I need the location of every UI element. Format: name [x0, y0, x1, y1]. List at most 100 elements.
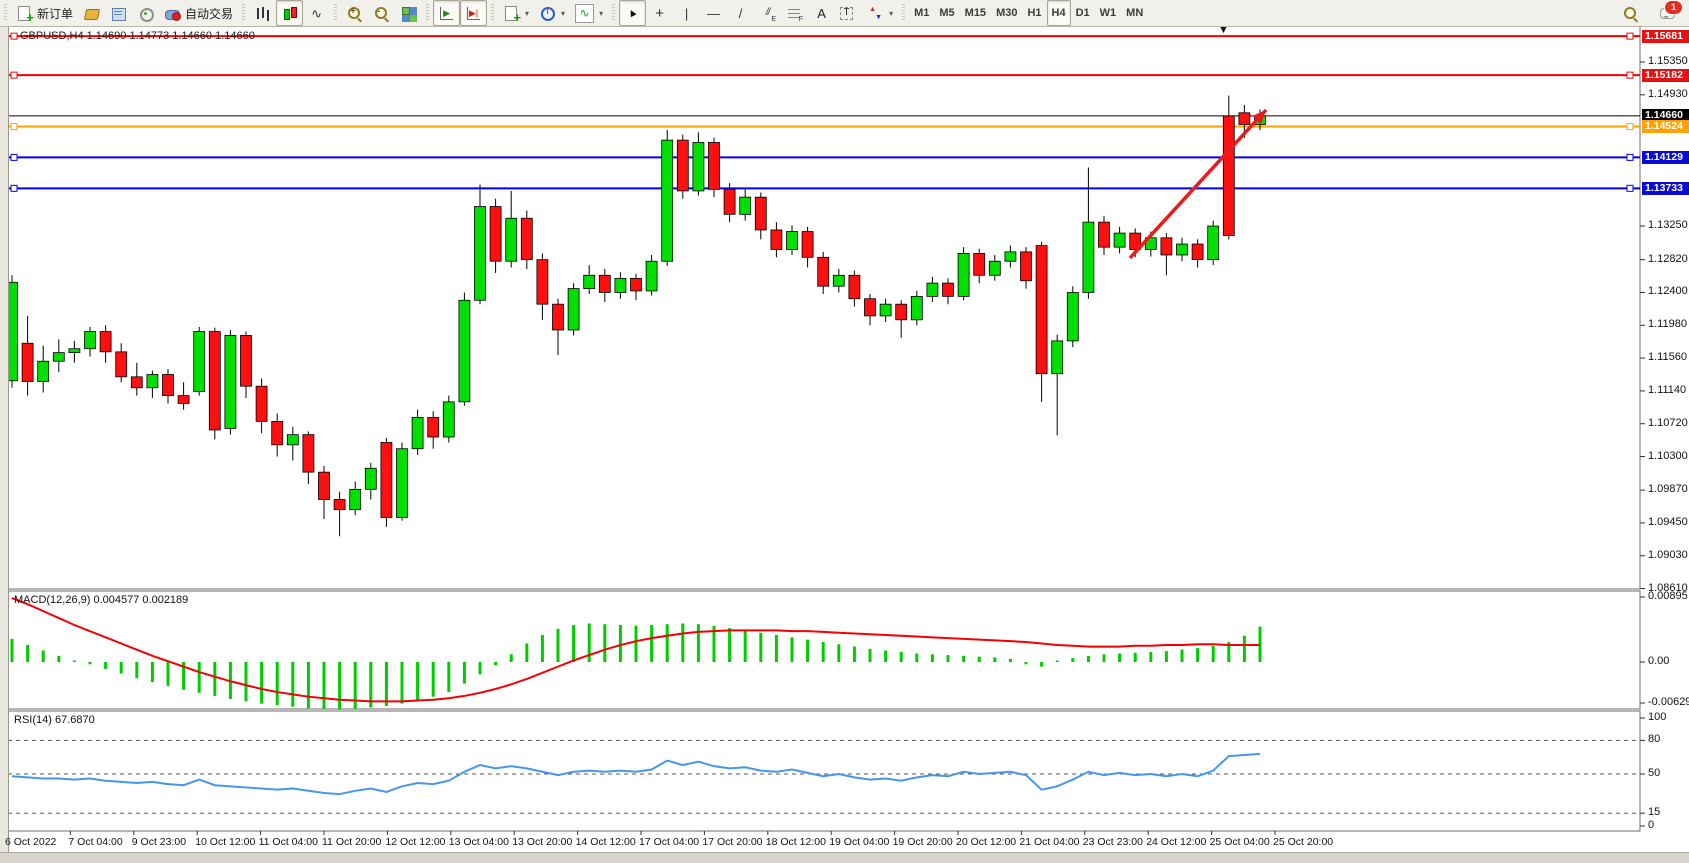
horizontal-line-button[interactable]: —: [700, 0, 727, 26]
hline-handle[interactable]: [10, 71, 18, 79]
tf-h4-button[interactable]: H4: [1046, 0, 1071, 26]
tf-mn-button[interactable]: MN: [1121, 0, 1148, 26]
hline-handle[interactable]: [1626, 71, 1634, 79]
text-button[interactable]: A: [808, 0, 835, 26]
tf-m1-button[interactable]: M1: [909, 0, 934, 26]
zoom-out-button[interactable]: -: [368, 0, 395, 26]
vertical-line-icon: |: [684, 5, 689, 21]
macd-histogram-bar: [416, 662, 420, 701]
chart-shift-button[interactable]: ▶|: [460, 0, 488, 26]
hline-handle[interactable]: [10, 153, 18, 161]
macd-histogram-bar: [447, 662, 451, 693]
bull-candle: [286, 434, 299, 446]
chevron-down-icon[interactable]: ▾: [561, 8, 566, 18]
price-axis-label: 1.08610: [1648, 581, 1688, 594]
search-button[interactable]: [1617, 0, 1644, 26]
toolbar-group-handle[interactable]: [902, 4, 906, 22]
hline-handle[interactable]: [1626, 153, 1634, 161]
macd-histogram-bar: [72, 660, 76, 662]
time-axis-label: 23 Oct 23:00: [1082, 836, 1143, 848]
toolbar-group-handle[interactable]: [4, 4, 7, 22]
macd-histogram-bar: [1102, 654, 1106, 662]
chart-canvas[interactable]: [0, 26, 1689, 863]
search-icon: [1622, 5, 1639, 22]
text-label-button[interactable]: T: [835, 0, 862, 26]
tf-m15-button[interactable]: M15: [960, 0, 991, 26]
macd-histogram-bar: [509, 654, 513, 662]
trendline-icon: /: [738, 5, 743, 21]
auto-trading-button[interactable]: 自动交易: [159, 0, 238, 26]
trendline-button[interactable]: /: [727, 0, 754, 26]
bull-candle: [364, 467, 377, 490]
macd-histogram-bar: [790, 637, 794, 662]
hline-handle[interactable]: [10, 184, 18, 192]
tf-w1-button[interactable]: W1: [1095, 0, 1122, 26]
price-axis-label: 1.12820: [1648, 252, 1688, 265]
chart-title: GBPUSD,H4 1.14690 1.14773 1.14660 1.1466…: [20, 30, 255, 42]
macd-histogram-bar: [431, 662, 435, 697]
zoom-in-button[interactable]: +: [341, 0, 368, 26]
trend-arrow-head[interactable]: [1252, 110, 1266, 125]
chevron-down-icon[interactable]: ▾: [525, 8, 530, 18]
hline-handle[interactable]: [10, 32, 18, 40]
rsi-pane-frame[interactable]: [7, 710, 1641, 832]
candlestick-chart-button[interactable]: [276, 0, 304, 26]
cursor-button[interactable]: ▲: [619, 0, 647, 26]
equidistant-channel-button[interactable]: //: [754, 0, 781, 26]
fibonacci-button[interactable]: [781, 0, 808, 26]
candlestick-series: [6, 95, 1266, 537]
tf-d1-button[interactable]: D1: [1071, 0, 1095, 26]
macd-histogram-bar: [1211, 645, 1215, 662]
crosshair-button[interactable]: +: [646, 0, 673, 26]
tf-h1-button[interactable]: H1: [1022, 0, 1046, 26]
notifications-button[interactable]: 1: [1654, 0, 1682, 26]
bull-candle: [505, 217, 518, 262]
time-axis-label: 13 Oct 20:00: [512, 836, 573, 848]
hline-handle[interactable]: [10, 123, 18, 131]
trend-arrow-line[interactable]: [1128, 108, 1268, 260]
profiles-button[interactable]: ▾: [534, 0, 570, 26]
macd-histogram-bar: [1242, 635, 1246, 662]
bear-candle: [1129, 232, 1142, 250]
macd-histogram-bar: [338, 662, 342, 710]
navigator-button[interactable]: [132, 0, 159, 26]
chevron-down-icon[interactable]: ▾: [889, 8, 894, 18]
chart-area[interactable]: GBPUSD,H4 1.14690 1.14773 1.14660 1.1466…: [0, 24, 1689, 863]
hline-handle[interactable]: [1626, 32, 1634, 40]
toolbar-group-handle[interactable]: [334, 4, 338, 22]
macd-axis-label: 0.00: [1648, 655, 1670, 667]
bull-candle: [661, 139, 674, 262]
bar-chart-button[interactable]: [249, 0, 276, 26]
macd-histogram-bar: [1055, 660, 1059, 662]
line-chart-icon: ∿: [311, 5, 322, 21]
bull-candle: [224, 335, 237, 429]
chevron-down-icon[interactable]: ▾: [599, 8, 604, 18]
tf-m5-button[interactable]: M5: [934, 0, 959, 26]
price-axis-label: 1.15350: [1648, 55, 1688, 67]
bull-candle: [84, 331, 96, 350]
new-order-button[interactable]: 新订单: [11, 0, 78, 26]
tf-m30-button[interactable]: M30: [991, 0, 1022, 26]
bull-candle: [1207, 225, 1220, 261]
auto-scroll-button[interactable]: ▶: [433, 0, 461, 26]
hline-handle[interactable]: [1626, 184, 1634, 192]
bull-candle: [474, 206, 486, 301]
hline-handle[interactable]: [1626, 123, 1634, 131]
bull-candle: [1082, 221, 1095, 293]
fibonacci-icon: [786, 5, 803, 23]
toolbar-group-handle[interactable]: [242, 4, 246, 22]
toolbar-group-handle[interactable]: [491, 4, 495, 22]
toolbar-group-handle[interactable]: [612, 4, 616, 22]
tf-h4-label: H4: [1051, 7, 1066, 19]
toolbar-group-handle[interactable]: [426, 4, 430, 22]
main-pane-frame[interactable]: [7, 26, 1641, 590]
market-watch-button[interactable]: [78, 0, 105, 26]
arrows-tool-button[interactable]: ▾: [862, 0, 898, 26]
new-chart-button[interactable]: ▾: [498, 0, 534, 26]
line-chart-button[interactable]: ∿: [303, 0, 330, 26]
data-window-button[interactable]: [105, 0, 132, 26]
tile-windows-button[interactable]: [395, 0, 422, 26]
indicators-list-button[interactable]: ∿ ▾: [570, 0, 608, 26]
vertical-line-button[interactable]: |: [673, 0, 700, 26]
macd-histogram-bar: [1008, 658, 1012, 662]
